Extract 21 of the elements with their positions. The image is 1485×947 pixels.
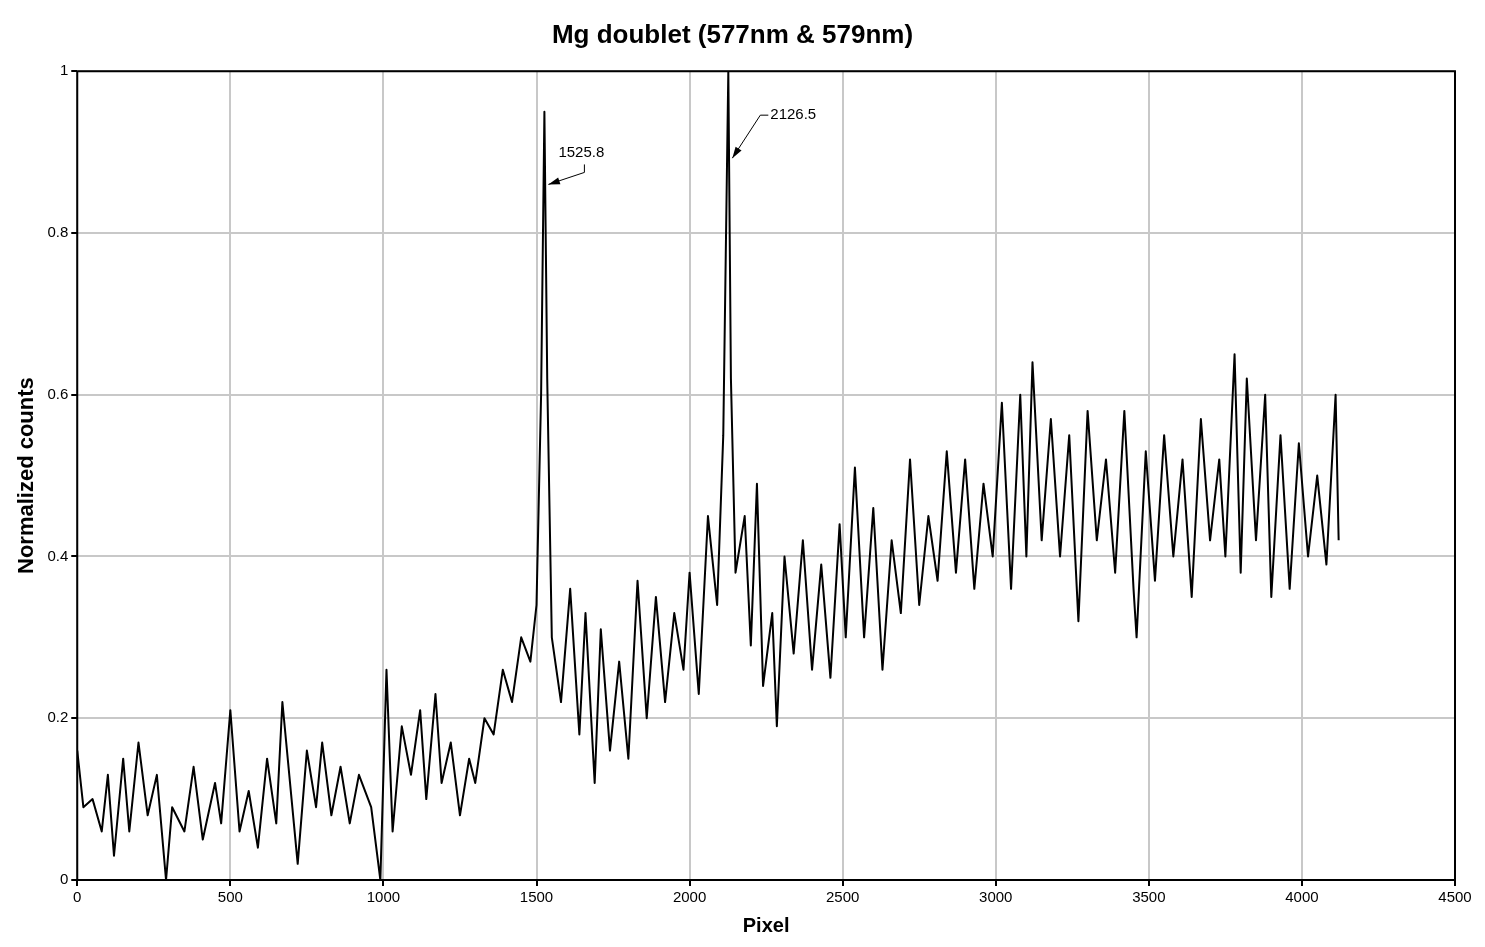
- x-axis-title: Pixel: [742, 913, 790, 936]
- x-tick-label: 4500: [1438, 888, 1472, 906]
- x-tick-label: 2500: [825, 888, 860, 906]
- x-tick-label: 2000: [672, 888, 707, 906]
- annotation: 1525.8: [558, 142, 605, 160]
- y-axis-title: Normalized counts: [13, 377, 39, 575]
- x-tick-label: 1000: [366, 888, 401, 906]
- annotation: 2126.5: [770, 105, 817, 123]
- y-tick-label: 0: [59, 870, 69, 888]
- y-tick-label: 0.2: [47, 708, 69, 726]
- y-tick-label: 0.6: [47, 384, 69, 402]
- x-tick-label: 0: [73, 888, 82, 906]
- y-tick-label: 1: [59, 61, 69, 79]
- x-tick-label: 1500: [519, 888, 554, 906]
- x-tick-label: 4000: [1285, 888, 1319, 906]
- chart-title: Mg doublet (577nm & 579nm): [551, 18, 914, 49]
- y-tick-label: 0.8: [47, 223, 69, 241]
- x-tick-label: 3000: [979, 888, 1013, 906]
- x-tick-label: 500: [217, 888, 243, 906]
- x-tick-label: 3500: [1132, 888, 1166, 906]
- y-tick-label: 0.4: [47, 546, 69, 564]
